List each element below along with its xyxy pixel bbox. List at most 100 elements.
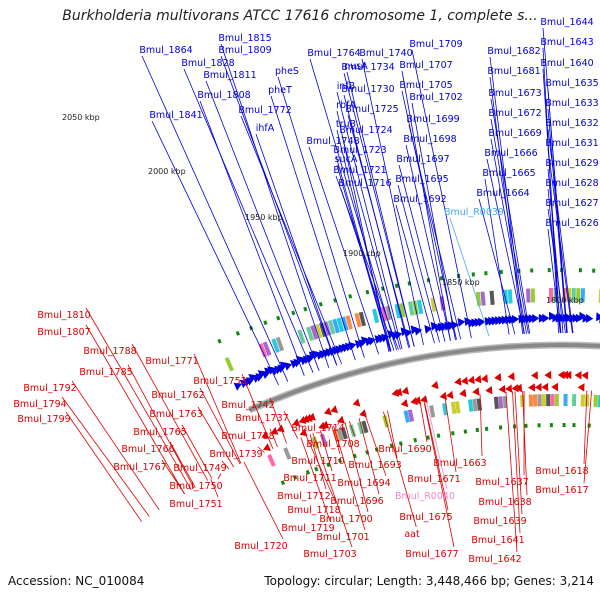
rna-tick (318, 301, 323, 307)
rna-tick (592, 268, 596, 273)
rna-tick (305, 469, 311, 475)
forward-gene-label: Bmul_1633 (545, 98, 598, 109)
cog-feature-block (372, 308, 380, 324)
forward-gene-label: Bmul_1631 (545, 138, 598, 149)
reverse-leader-line (71, 380, 160, 511)
reverse-gene-label: Bmul_1663 (433, 458, 486, 469)
reverse-gene-label: Bmul_1700 (319, 514, 372, 525)
reverse-gene-label: Bmul_1739 (209, 449, 262, 460)
rna-tick (413, 437, 418, 443)
rna-tick (276, 315, 281, 321)
forward-leader-line (547, 128, 574, 334)
reverse-leader-line (269, 397, 287, 444)
scale-label: 1950 kbp (245, 213, 283, 222)
reverse-leader-line (221, 460, 230, 470)
reverse-gene-label: Bmul_1751 (169, 499, 222, 510)
reverse-leader-line (331, 426, 341, 455)
forward-gene-label: ihfA (256, 123, 275, 134)
rna-tick (530, 268, 534, 273)
forward-leader-line (411, 49, 472, 339)
forward-gene-arrow (532, 314, 540, 323)
forward-gene-label: Bmul_1698 (403, 134, 456, 145)
reverse-gene-label: Bmul_1693 (348, 460, 401, 471)
forward-gene-label: Bmul_1841 (149, 110, 202, 121)
reverse-gene-label: Bmul_1690 (378, 444, 431, 455)
rna-tick (475, 427, 480, 433)
cog-feature-block (407, 409, 415, 422)
reverse-gene-label: aat (404, 529, 420, 540)
cog-feature-block (546, 394, 551, 407)
rna-tick (524, 423, 528, 428)
forward-gene-label: Bmul_1697 (396, 154, 449, 165)
reverse-gene-arrow (299, 428, 308, 437)
reverse-gene-label: Bmul_1719 (281, 523, 334, 534)
reverse-gene-label: Bmul_1720 (234, 541, 287, 552)
reverse-leader-line (426, 402, 448, 490)
forward-gene-label: Bmul_1666 (484, 148, 537, 159)
reverse-gene-label: Bmul_1639 (473, 516, 526, 527)
reverse-gene-label: Bmul_1750 (169, 481, 222, 492)
scale-labels: 2050 kbp 2000 kbp 1950 kbp 1900 kbp 1850 kbp… (62, 113, 584, 305)
reverse-gene-arrow (564, 370, 572, 380)
forward-leader-line (408, 124, 462, 340)
forward-gene-arrow (484, 317, 493, 326)
reverse-leader-line (333, 425, 366, 531)
reverse-leader-line (358, 418, 380, 495)
gene-labels: Bmul_1864Bmul_1815Bmul_1809Bmul_1828Bmul… (13, 17, 598, 565)
reverse-leader-line (512, 391, 521, 534)
reverse-gene-arrow (261, 430, 270, 439)
reverse-gene-arrow (480, 374, 488, 383)
forward-gene-label: Bmul_1724 (339, 125, 392, 136)
reverse-leader-line (365, 416, 387, 477)
rna-tick (471, 272, 475, 277)
reverse-leader-line (300, 437, 331, 522)
reverse-leader-line (583, 390, 592, 484)
reverse-gene-arrow (318, 421, 327, 430)
forward-gene-arrow (467, 318, 476, 328)
forward-gene-label: Bmul_1629 (545, 158, 598, 169)
forward-leader-line (397, 184, 440, 343)
cog-feature-block (332, 318, 340, 334)
reverse-gene-label: Bmul_1788 (83, 346, 136, 357)
reverse-gene-arrow (474, 375, 482, 384)
reverse-leader-line (505, 391, 518, 553)
forward-gene-label: Bmul_1772 (238, 105, 291, 116)
reverse-gene-label: Bmul_1711 (283, 473, 336, 484)
forward-leader-line (220, 43, 330, 368)
reverse-leader-line (161, 459, 185, 495)
reverse-leader-line (243, 461, 284, 540)
cog-feature-block (399, 302, 406, 318)
forward-gene-arrow (596, 312, 600, 322)
forward-leader-line (478, 198, 516, 335)
forward-gene-arrow (414, 326, 423, 336)
reverse-gene-arrow (337, 415, 345, 424)
cog-feature-block (416, 299, 424, 315)
forward-gene-label: infB (337, 81, 356, 92)
forward-gene-label: Bmul_1864 (139, 45, 192, 56)
reverse-gene-arrow (330, 405, 338, 414)
reverse-leader-line (420, 403, 428, 443)
forward-gene-label: Bmul_1669 (488, 128, 541, 139)
cog-feature-block (305, 326, 315, 342)
rna-tick (498, 425, 503, 430)
forward-gene-label: Bmul_1725 (345, 104, 398, 115)
forward-gene-label: Bmul_1828 (181, 58, 234, 69)
cog-feature-block (563, 393, 568, 407)
scale-label: 2000 kbp (148, 167, 186, 176)
reverse-gene-arrow (298, 416, 307, 424)
cog-feature-block (571, 288, 576, 303)
forward-gene-label: Bmul_1707 (399, 60, 452, 71)
reverse-gene-arrow (308, 412, 316, 421)
forward-gene-arrow (410, 325, 419, 335)
reverse-gene-label: Bmul_1792 (23, 383, 76, 394)
map-title: Burkholderia multivorans ATCC 17616 chro… (62, 8, 538, 24)
reverse-gene-label: Bmul_1799 (17, 414, 70, 425)
forward-gene-label: Bmul_1748 (306, 136, 359, 147)
forward-gene-label: Bmul_1702 (409, 92, 462, 103)
reverse-gene-label: Bmul_1718 (287, 505, 340, 516)
label-leader-lines (61, 27, 592, 553)
reverse-leader-line (65, 411, 143, 522)
reverse-gene-label: Bmul_1701 (316, 532, 369, 543)
scale-label: 1900 kbp (343, 249, 381, 258)
forward-gene-arrow (233, 382, 242, 391)
